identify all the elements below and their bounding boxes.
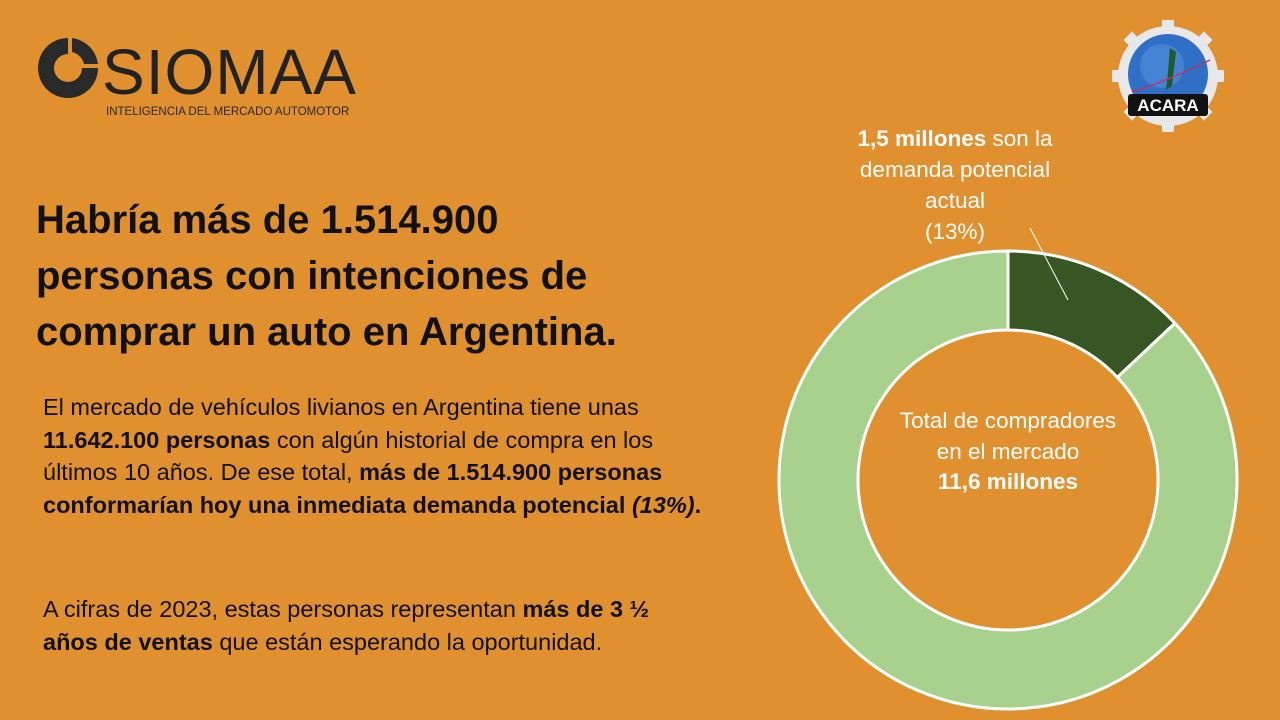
logo-tagline: INTELIGENCIA DEL MERCADO AUTOMOTOR	[106, 106, 350, 118]
bold-text: 11.642.100 personas	[43, 426, 271, 453]
logo-wordmark: SIOMAA	[102, 36, 357, 108]
bold-italic-text: (13%)	[631, 491, 695, 518]
bold-text: más de 3 ½ años de ventas	[43, 596, 650, 655]
center-label-value: 11,6 millones	[937, 469, 1079, 494]
text: con algún historial de compra en los últ…	[43, 426, 654, 486]
paragraph-market: El mercado de vehículos livianos en Arge…	[43, 391, 703, 521]
annotation-leader-line	[1029, 227, 1069, 301]
donut-center-label: Total de compradores en el mercado 11,6 …	[888, 406, 1128, 498]
text: .	[694, 491, 702, 518]
text: A cifras de 2023, estas personas represe…	[43, 596, 523, 622]
siomaa-ring-icon	[38, 38, 98, 98]
donut-slice-1	[777, 249, 1239, 711]
bold-text: más de 1.514.900 personas conformarían h…	[43, 459, 663, 518]
paragraph-sales: A cifras de 2023, estas personas represe…	[43, 593, 703, 658]
siomaa-logo: SIOMAA INTELIGENCIA DEL MERCADO AUTOMOTO…	[36, 36, 356, 118]
chart-annotation: 1,5 millones son la demanda potencial ac…	[830, 123, 1080, 247]
center-label-text: Total de compradores en el mercado	[899, 408, 1117, 464]
text: que están esperando la oportunidad.	[212, 628, 603, 655]
annotation-percent: (13%)	[924, 219, 986, 244]
annotation-bold: 1,5 millones	[857, 126, 987, 151]
acara-logo: ACARA	[1110, 20, 1226, 141]
annotation-text: son la demanda potencial actual	[859, 126, 1053, 213]
page-title: Habría más de 1.514.900 personas con int…	[36, 198, 617, 354]
text: El mercado de vehículos livianos en Arge…	[43, 394, 639, 420]
acara-logo-text: ACARA	[1137, 96, 1198, 115]
